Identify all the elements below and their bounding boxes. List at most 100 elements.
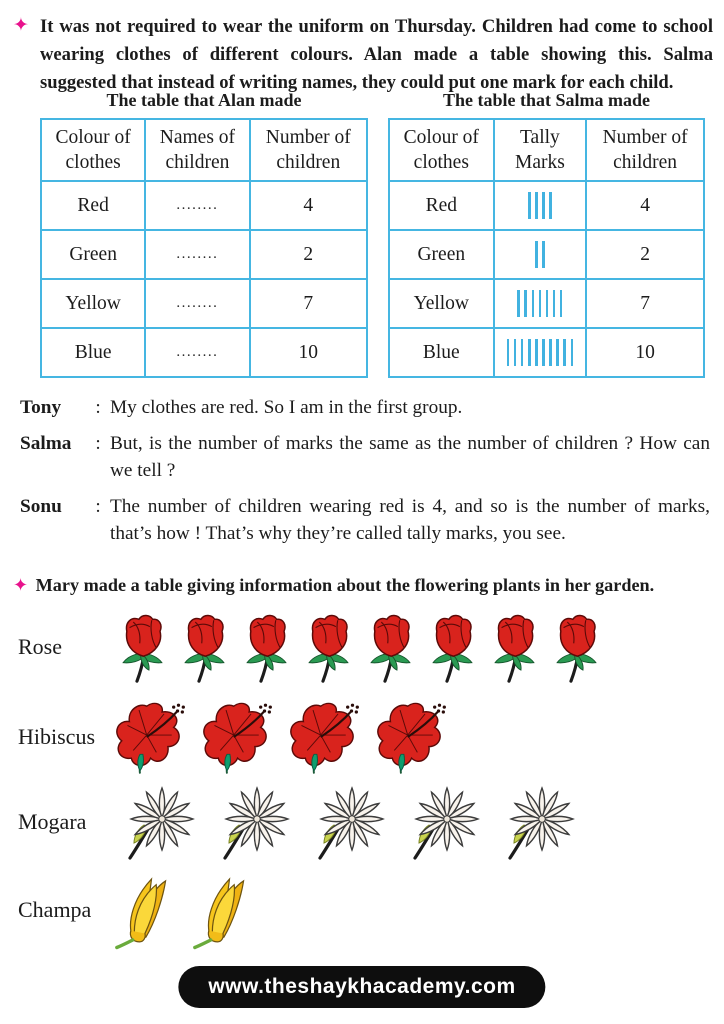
hibiscus-icon (115, 702, 187, 775)
column-header: Colour of clothes (39, 118, 147, 182)
tally-bar-icon (570, 339, 574, 366)
flower-row-label: Hibiscus (18, 724, 95, 749)
speaker-name: Tony (20, 397, 62, 418)
names-cell: ........ (144, 278, 251, 329)
tally-cell (492, 229, 588, 280)
dialogue-text: But, is the number of marks the same as … (110, 433, 710, 482)
tally-marks (495, 329, 586, 376)
hibiscus-icon (376, 702, 448, 775)
number-cell: 10 (585, 327, 705, 378)
salma-table: The table that Salma made Colour of clot… (388, 90, 705, 378)
flower-row-label: Mogara (18, 809, 87, 834)
colour-cell: Blue (388, 327, 495, 378)
names-cell: ........ (144, 180, 251, 231)
tally-bar-icon (520, 339, 524, 366)
column-header: Tally Marks (492, 118, 588, 182)
column-header: Names of children (144, 118, 251, 182)
rose-icon (431, 613, 474, 683)
table-row: Green ........ 2 (39, 229, 369, 280)
flower-icons (114, 781, 582, 863)
tally-bar-icon (517, 290, 520, 317)
tally-bar-icon (549, 192, 552, 219)
mary-heading: ✦ Mary made a table giving information a… (13, 575, 715, 596)
tally-cell (492, 278, 588, 329)
dialogue-block: Tony : My clothes are red. So I am in th… (20, 394, 710, 556)
intro-paragraph: ✦ It was not required to wear the unifor… (13, 13, 713, 97)
mogara-icon (399, 781, 487, 863)
hibiscus-icon (289, 702, 361, 775)
table-row: Yellow ........ 7 (39, 278, 369, 329)
colour-cell: Yellow (388, 278, 495, 329)
tally-cell (492, 180, 588, 231)
names-cell: ........ (144, 327, 251, 378)
intro-text: It was not required to wear the uniform … (40, 16, 713, 93)
flower-row-mogara: Mogara (18, 778, 718, 866)
alan-table-caption: The table that Alan made (106, 90, 302, 110)
diamond-bullet-icon: ✦ (13, 14, 29, 36)
rose-icon (369, 613, 412, 683)
speaker-separator: : (95, 433, 101, 455)
tally-bar-icon (549, 339, 552, 366)
rose-icon (307, 613, 350, 683)
column-header: Number of children (248, 118, 369, 182)
tally-bar-icon (556, 339, 559, 366)
alan-table: The table that Alan made Colour of cloth… (39, 90, 369, 378)
mary-text: Mary made a table giving information abo… (35, 575, 655, 595)
column-header: Colour of clothes (388, 118, 495, 182)
flower-row-hibiscus: Hibiscus (18, 694, 718, 780)
alan-table-grid: Colour of clothes Names of children Numb… (39, 118, 369, 378)
tally-bar-icon (527, 339, 531, 366)
flower-row-champa: Champa (18, 866, 718, 954)
tally-bar-icon (545, 290, 549, 317)
table-row: Blue 10 (388, 327, 705, 378)
tally-bar-icon (542, 192, 545, 219)
flower-row-label: Rose (18, 634, 62, 659)
tally-bar-icon (538, 290, 542, 317)
colour-cell: Red (39, 180, 147, 231)
tally-bar-icon (506, 339, 510, 366)
mogara-icon (209, 781, 297, 863)
dialogue-text: My clothes are red. So I am in the first… (110, 397, 463, 418)
rose-icon (245, 613, 288, 683)
flower-icons (114, 696, 452, 778)
rose-icon (121, 613, 164, 683)
tally-bar-icon (527, 192, 531, 219)
tally-bar-icon (535, 241, 538, 268)
speaker-name: Sonu (20, 496, 62, 518)
tally-marks (495, 182, 586, 229)
tally-bar-icon (559, 290, 563, 317)
number-cell: 2 (585, 229, 705, 280)
tally-cell (492, 327, 588, 378)
flower-icons (114, 611, 605, 683)
tally-bar-icon (531, 290, 535, 317)
tally-bar-icon (513, 339, 517, 366)
champa-icon (115, 877, 168, 950)
salma-table-grid: Colour of clothes Tally Marks Number of … (388, 118, 705, 378)
dialogue-text: The number of children wearing red is 4,… (110, 496, 710, 545)
speaker-name: Salma (20, 433, 72, 455)
number-cell: 10 (248, 327, 369, 378)
number-cell: 4 (585, 180, 705, 231)
salma-table-caption: The table that Salma made (443, 90, 650, 110)
dialogue-line-tony: Tony : My clothes are red. So I am in th… (20, 394, 710, 421)
flower-row-rose: Rose (18, 608, 718, 686)
colour-cell: Green (39, 229, 147, 280)
tally-bar-icon (524, 290, 527, 317)
website-badge: www.theshaykhacademy.com (178, 966, 546, 1008)
tally-bar-icon (542, 241, 545, 268)
tally-bar-icon (552, 290, 556, 317)
table-row: Blue ........ 10 (39, 327, 369, 378)
table-row: Green 2 (388, 229, 705, 280)
tally-bar-icon (535, 339, 538, 366)
speaker-separator: : (95, 397, 101, 418)
tally-bar-icon (542, 339, 545, 366)
rose-icon (183, 613, 226, 683)
colour-cell: Green (388, 229, 495, 280)
column-header: Number of children (585, 118, 705, 182)
tally-marks (495, 280, 586, 327)
tally-marks (495, 231, 586, 278)
mogara-icon (494, 781, 582, 863)
champa-icon (193, 877, 246, 950)
number-cell: 4 (248, 180, 369, 231)
